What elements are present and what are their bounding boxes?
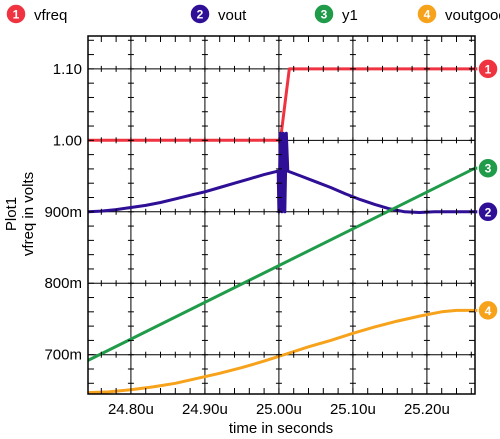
- y-tick-label-800m: 800m: [44, 275, 82, 292]
- x-tick-label-25-20u: 25.20u: [404, 401, 450, 418]
- legend-badge-vfreq: 1: [5, 3, 27, 25]
- x-tick-labels: 24.80u 24.90u 25.00u 25.10u 25.20u: [108, 401, 450, 418]
- end-badge-voutgood-circle: [477, 299, 499, 322]
- x-tick-label-24-90u: 24.90u: [182, 401, 228, 418]
- plot-border: [87, 35, 476, 395]
- legend-item-vfreq: 1 vfreq: [5, 3, 67, 25]
- tick-marks: [88, 36, 475, 394]
- legend-label-vout: vout: [218, 7, 247, 24]
- legend-label-voutgood: voutgood: [445, 7, 500, 24]
- legend: 1 vfreq 2 vout 3 y1 4 voutgood: [5, 3, 500, 25]
- end-badge-vfreq-circle: [477, 58, 499, 80]
- series-line-y1: [87, 166, 476, 362]
- legend-badge-y1-number: 3: [321, 8, 328, 22]
- legend-badge-vout: 2: [189, 3, 211, 25]
- y-tick-label-900m: 900m: [44, 204, 82, 221]
- end-badge-vout-circle: [477, 201, 499, 223]
- y-axis-plot-label: Plot1: [3, 197, 20, 231]
- series-group: [87, 67, 476, 395]
- end-badge-vfreq: 1: [477, 58, 499, 80]
- end-badge-vout-number: 2: [485, 205, 492, 219]
- series-line-vfreq: [88, 67, 475, 142]
- series-line-vout: [87, 131, 475, 214]
- y-tick-labels: 700m 800m 900m 1.00 1.10: [44, 61, 82, 364]
- legend-item-vout: 2 vout: [189, 3, 247, 25]
- end-badge-vfreq-number: 1: [485, 62, 492, 76]
- end-badge-voutgood: 4: [477, 299, 499, 322]
- end-badge-voutgood-number: 4: [485, 304, 492, 318]
- series-line-voutgood: [87, 308, 475, 395]
- legend-label-vfreq: vfreq: [34, 7, 67, 24]
- legend-badge-vout-number: 2: [197, 8, 204, 22]
- y-tick-label-1-00: 1.00: [53, 132, 82, 149]
- legend-badge-y1: 3: [313, 3, 335, 25]
- legend-badge-vout-circle: [189, 3, 211, 25]
- x-tick-label-24-80u: 24.80u: [108, 401, 154, 418]
- y-tick-label-700m: 700m: [44, 347, 82, 364]
- end-badge-y1: 3: [477, 157, 499, 179]
- x-tick-label-25-00u: 25.00u: [256, 401, 302, 418]
- legend-badge-voutgood: 4: [416, 3, 438, 25]
- legend-badge-voutgood-circle: [416, 3, 438, 25]
- legend-badge-vfreq-circle: [5, 3, 27, 25]
- y-tick-label-1-10: 1.10: [53, 61, 82, 78]
- x-axis-title: time in seconds: [229, 420, 333, 437]
- end-badge-y1-circle: [477, 157, 499, 179]
- end-badge-vout: 2: [477, 201, 499, 223]
- series-end-badges: 1 2 3 4: [475, 58, 499, 322]
- legend-badge-y1-circle: [313, 3, 335, 25]
- plot-frame: [87, 35, 476, 395]
- legend-item-y1: 3 y1: [313, 3, 358, 25]
- x-tick-label-25-10u: 25.10u: [330, 401, 376, 418]
- y-axis-signal-label: vfreq in volts: [20, 172, 37, 256]
- legend-label-y1: y1: [342, 7, 358, 24]
- legend-badge-voutgood-number: 4: [424, 8, 431, 22]
- legend-item-voutgood: 4 voutgood: [416, 3, 500, 25]
- end-badge-y1-number: 3: [485, 162, 492, 176]
- legend-badge-vfreq-number: 1: [13, 8, 20, 22]
